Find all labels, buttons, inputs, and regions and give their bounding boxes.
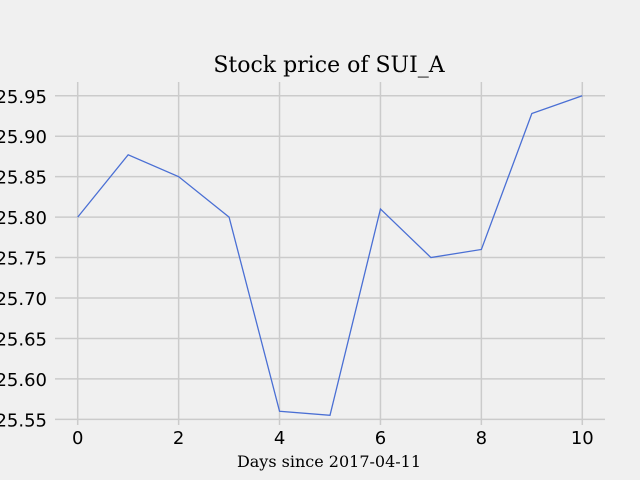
y-tick-label: 25.65 (0, 329, 47, 350)
y-tick-label: 25.85 (0, 168, 47, 189)
x-tick-label: 0 (72, 428, 83, 449)
x-axis-label: Days since 2017-04-11 (237, 452, 421, 471)
series-line-sui-a (77, 95, 583, 416)
y-tick-label: 25.55 (0, 410, 47, 431)
y-axis-ticks: 25.55 25.60 25.65 25.70 25.75 25.80 25.85 25.90… (0, 87, 47, 432)
y-tick-label: 25.95 (0, 87, 47, 108)
y-tick-label: 25.60 (0, 370, 47, 391)
series-layer (77, 95, 583, 416)
x-tick-label: 8 (476, 428, 487, 449)
y-tick-label: 25.75 (0, 249, 47, 270)
x-tick-label: 4 (274, 428, 285, 449)
x-axis-ticks: 0 2 4 6 8 10 (72, 428, 594, 449)
y-tick-label: 25.90 (0, 127, 47, 148)
grid (55, 82, 605, 425)
x-tick-label: 2 (173, 428, 184, 449)
y-tick-label: 25.80 (0, 208, 47, 229)
chart-title: Stock price of SUI_A (213, 53, 445, 78)
y-tick-label: 25.70 (0, 289, 47, 310)
x-tick-label: 10 (571, 428, 594, 449)
x-tick-label: 6 (375, 428, 386, 449)
